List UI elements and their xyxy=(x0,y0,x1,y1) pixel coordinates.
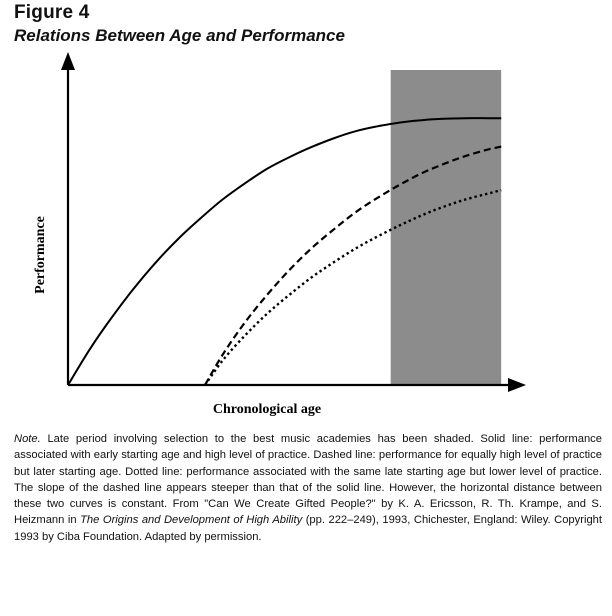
series-line-solid xyxy=(67,117,502,386)
x-axis-label: Chronological age xyxy=(213,402,321,417)
note-book-title: The Origins and Development of High Abil… xyxy=(80,514,303,527)
figure-label: Figure 4 xyxy=(14,2,90,23)
x-axis-arrow xyxy=(508,378,526,392)
note-text-part1: Late period involving selection to the b… xyxy=(14,433,602,527)
shaded-selection-period xyxy=(390,70,502,385)
figure-note: Note. Late period involving selection to… xyxy=(14,431,602,545)
y-axis-arrow xyxy=(61,52,75,70)
chart: Chronological age Performance xyxy=(33,52,526,417)
figure-title: Relations Between Age and Performance xyxy=(14,26,345,45)
note-text-part2: (pp. 222–249), 1993, Chichester, England… xyxy=(14,514,603,543)
series-line-dotted xyxy=(204,188,502,386)
y-axis-label: Performance xyxy=(33,216,48,294)
note-label: Note. xyxy=(14,433,41,445)
